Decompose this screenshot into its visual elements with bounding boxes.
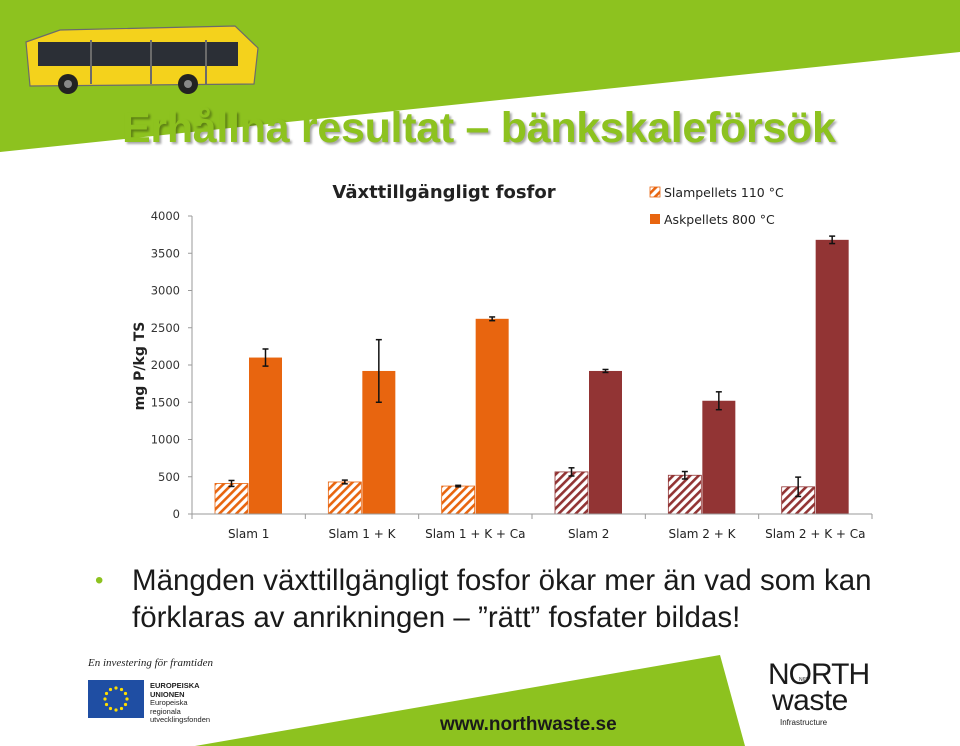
y-tick-label: 2000 xyxy=(151,358,180,372)
bottom-green-banner xyxy=(195,655,745,746)
bullet-point: • Mängden växttillgängligt fosfor ökar m… xyxy=(95,562,935,636)
chart-title: Växttillgängligt fosfor xyxy=(332,182,555,203)
y-tick-label: 4000 xyxy=(151,209,180,223)
eu-line: utvecklingsfonden xyxy=(150,715,211,724)
eu-line: Europeiska xyxy=(150,698,188,707)
bar xyxy=(702,400,736,514)
northwaste-logo: NORTH N65° waste Infrastructure xyxy=(768,660,878,732)
bar xyxy=(327,481,362,515)
eu-tagline: En investering för framtiden xyxy=(88,657,213,669)
x-tick-label: Slam 1 xyxy=(228,527,269,541)
bullet-text: Mängden växttillgängligt fosfor ökar mer… xyxy=(132,564,872,634)
legend-label-slampellets: Slampellets 110 °C xyxy=(664,185,784,200)
eu-line: UNIONEN xyxy=(150,689,185,699)
logo-waste: waste xyxy=(772,684,848,717)
y-axis-label: mg P/kg TS xyxy=(132,322,148,411)
bus-image xyxy=(25,25,259,94)
y-tick-label: 1000 xyxy=(151,433,180,447)
slide-title: Erhållna resultat – bänkskaleförsök xyxy=(122,104,836,152)
logo-infrastructure: Infrastructure xyxy=(780,718,828,727)
bar xyxy=(214,483,249,515)
bullet-icon: • xyxy=(95,567,104,594)
website-url: www.northwaste.se xyxy=(440,714,617,735)
y-tick-label: 500 xyxy=(158,470,180,484)
y-tick-label: 0 xyxy=(173,507,180,521)
bar xyxy=(441,485,476,515)
bar xyxy=(667,474,702,515)
x-tick-label: Slam 1 + K xyxy=(329,527,397,541)
legend-swatch-askpellets xyxy=(650,214,660,224)
x-tick-label: Slam 1 + K + Ca xyxy=(425,527,525,541)
logo-badge: N65° xyxy=(799,677,811,683)
legend: Slampellets 110 °C Askpellets 800 °C xyxy=(649,185,784,227)
x-tick-label: Slam 2 + K + Ca xyxy=(765,527,865,541)
bars xyxy=(214,235,849,515)
y-axis: 0 500 1000 1500 2000 2500 3000 3500 4000 xyxy=(151,209,193,521)
bar-chart: Växttillgängligt fosfor mg P/kg TS 0 500 1… xyxy=(132,182,873,541)
eu-line: EUROPEISKA xyxy=(150,681,200,690)
bar xyxy=(249,357,282,514)
y-tick-label: 3000 xyxy=(151,284,180,298)
y-tick-label: 3500 xyxy=(151,246,180,260)
y-tick-label: 2500 xyxy=(151,321,180,335)
bar xyxy=(475,318,509,514)
x-tick-label: Slam 2 + K xyxy=(669,527,737,541)
legend-label-askpellets: Askpellets 800 °C xyxy=(664,212,775,227)
eu-line: regionala xyxy=(150,706,181,716)
x-tick-label: Slam 2 xyxy=(568,527,609,541)
eu-text-block: EUROPEISKA UNIONEN Europeiska regionala … xyxy=(150,681,211,725)
logo-north: NORTH xyxy=(768,658,870,691)
y-tick-label: 1500 xyxy=(151,395,180,409)
bar xyxy=(554,471,589,515)
legend-swatch-slampellets xyxy=(649,186,661,198)
eu-flag-icon xyxy=(88,680,144,718)
bar xyxy=(815,239,849,514)
bar xyxy=(589,370,622,514)
x-axis: Slam 1 Slam 1 + K Slam 1 + K + Ca Slam 2 Sla… xyxy=(191,513,873,541)
